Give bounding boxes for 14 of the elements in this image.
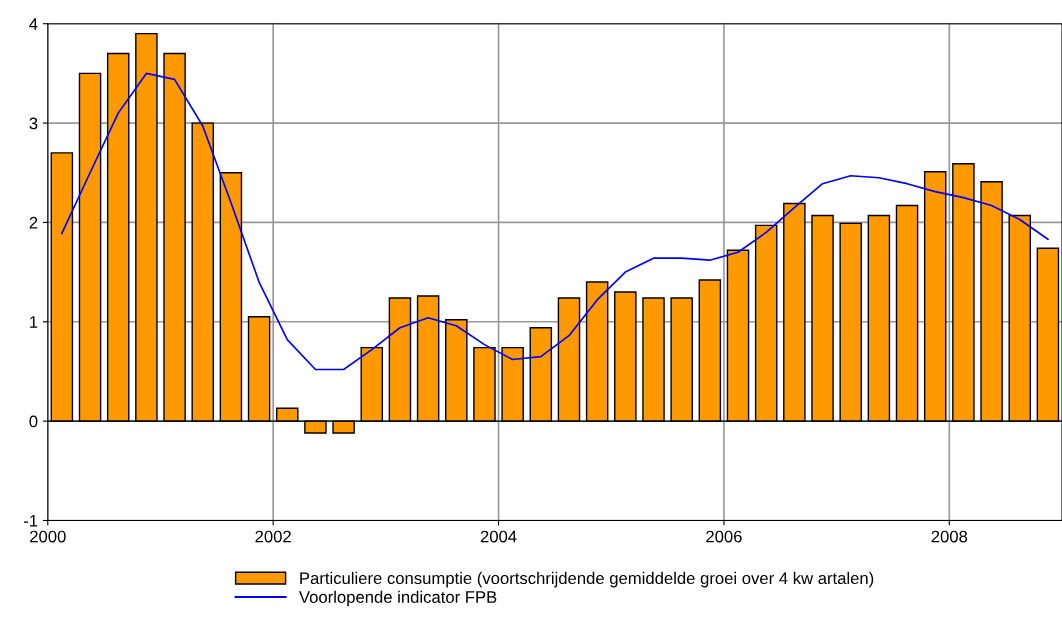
y-tick-label: 0	[29, 415, 38, 428]
legend-label: Particuliere consumptie (voortschrijdende gemiddelde groei over 4 kw artalen)	[300, 571, 874, 588]
legend-label: Voorlopende indicator FPB	[299, 590, 497, 607]
y-tick-label: 2	[29, 216, 38, 229]
x-tick-label: 2008	[931, 530, 968, 543]
line-series	[61, 72, 1049, 371]
y-tick-label: 1	[30, 316, 38, 328]
y-tick-label: 4	[29, 18, 38, 30]
y-tick-label: 3	[29, 117, 38, 130]
y-tick-label: -1	[23, 515, 38, 527]
x-tick-label: 2000	[30, 530, 66, 543]
x-tick-label: 2006	[706, 530, 742, 543]
x-tick-label: 2004	[480, 530, 517, 543]
x-tick-label: 2002	[255, 530, 291, 543]
